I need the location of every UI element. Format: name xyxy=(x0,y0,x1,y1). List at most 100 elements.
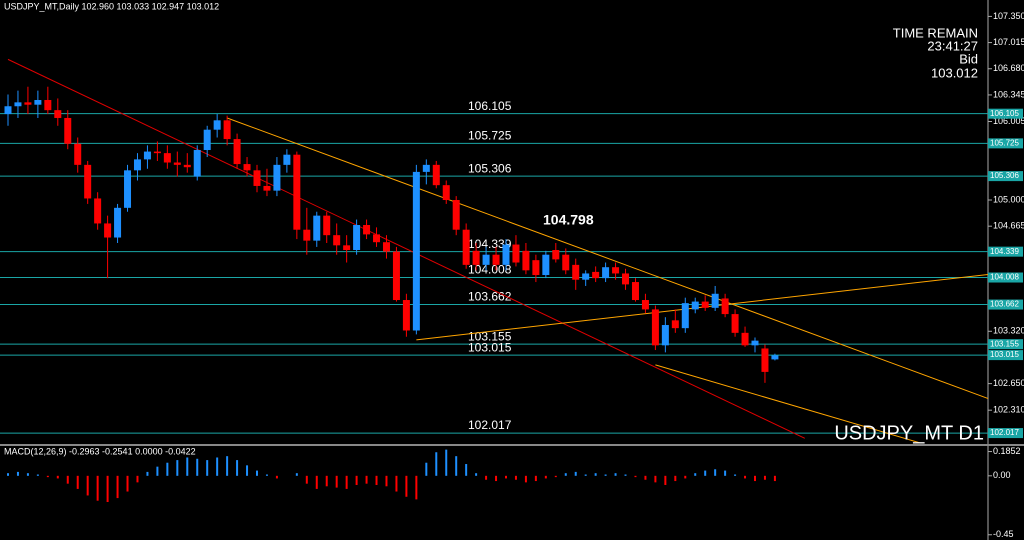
candle-body xyxy=(572,264,580,280)
candle-body xyxy=(542,254,550,276)
level-label: 104.339 xyxy=(468,237,512,251)
level-tag-label: 104.008 xyxy=(990,273,1019,282)
candle-body xyxy=(373,234,381,243)
main-plot: 106.105 105.725 105.306 104.339 104.008 103.6… xyxy=(0,58,988,443)
level-tag-label: 103.662 xyxy=(990,300,1019,309)
y-tick-label: 0.00 xyxy=(993,470,1011,480)
y-tick-label: 107.015 xyxy=(993,37,1024,47)
level-tag-label: 105.725 xyxy=(990,138,1019,147)
y-tick-label: -0.45 xyxy=(993,529,1014,539)
trendline xyxy=(7,58,806,439)
candle-body xyxy=(691,301,699,310)
candle-body xyxy=(512,244,520,263)
candle-body xyxy=(54,110,62,118)
candle-body xyxy=(612,267,620,274)
candle-body xyxy=(472,250,480,265)
candle-body xyxy=(392,251,400,301)
candle-body xyxy=(661,325,669,346)
y-tick-label: 103.320 xyxy=(993,326,1024,336)
candle-body xyxy=(64,117,72,144)
candle-body xyxy=(761,348,769,372)
candle-body xyxy=(263,185,271,191)
y-tick-label: 0.1852 xyxy=(993,446,1021,456)
level-tag xyxy=(988,350,1023,361)
y-tick-label: 106.345 xyxy=(993,89,1024,99)
candle-body xyxy=(283,154,291,165)
candle-body xyxy=(552,250,560,260)
candle-body xyxy=(303,229,311,241)
level-tag xyxy=(988,272,1023,283)
candle-body xyxy=(622,273,630,285)
candle-body xyxy=(243,164,251,171)
level-label: 106.105 xyxy=(468,99,512,113)
trendline xyxy=(655,364,923,443)
candle-body xyxy=(562,254,570,271)
candle-body xyxy=(44,100,52,111)
candle-body xyxy=(74,143,82,165)
candle-body xyxy=(741,332,749,346)
level-tag-label: 103.015 xyxy=(990,350,1019,359)
candle-body xyxy=(582,273,590,280)
level-tag xyxy=(988,246,1023,257)
candle-body xyxy=(353,225,361,251)
candle-body xyxy=(731,314,739,333)
candle-body xyxy=(253,170,261,186)
y-tick-label: 106.680 xyxy=(993,63,1024,73)
candle-body xyxy=(522,250,530,271)
y-tick-label: 107.350 xyxy=(993,11,1024,21)
level-label: 105.306 xyxy=(468,161,512,175)
candle-body xyxy=(94,198,102,224)
candle-body xyxy=(681,303,689,329)
macd-plot xyxy=(7,449,776,503)
candle-body xyxy=(133,159,141,171)
candle-body xyxy=(24,102,32,105)
candle-body xyxy=(323,215,331,236)
time-remain: 23:41:27 xyxy=(927,38,978,53)
candle-body xyxy=(751,340,759,346)
candle-body xyxy=(4,106,12,115)
chart-title: USDJPY_MT,Daily 102.960 103.033 102.947 … xyxy=(4,1,219,11)
candle-body xyxy=(432,164,440,186)
candle-body xyxy=(502,244,510,265)
candle-body xyxy=(104,223,112,238)
candle-body xyxy=(671,320,679,329)
y-tick-label: 102.310 xyxy=(993,405,1024,415)
y-tick-label: 104.665 xyxy=(993,221,1024,231)
y-tick-label: 105.000 xyxy=(993,194,1024,204)
level-tag xyxy=(988,108,1023,119)
axis: 107.350 107.015 106.680 106.345 106.005 105.0… xyxy=(988,11,1024,539)
candle-body xyxy=(363,225,371,235)
level-tag xyxy=(988,171,1023,182)
watermark: USDJPY_MT D1 xyxy=(834,422,984,444)
level-label: 105.725 xyxy=(468,129,512,143)
level-label: 103.662 xyxy=(468,290,512,304)
level-tag-label: 105.306 xyxy=(990,171,1019,180)
candle-body xyxy=(273,164,281,191)
candle-body xyxy=(721,298,729,315)
candle-body xyxy=(532,260,540,276)
candle-body xyxy=(452,200,460,230)
candle-body xyxy=(701,301,709,308)
candle-body xyxy=(422,164,430,172)
trendline xyxy=(416,273,988,341)
candle-body xyxy=(771,355,779,360)
y-tick-label: 102.650 xyxy=(993,378,1024,388)
candle-body xyxy=(482,254,490,265)
candle-body xyxy=(183,164,191,168)
level-label: 103.015 xyxy=(468,340,512,354)
bid-label: Bid xyxy=(959,51,978,66)
level-tag xyxy=(988,339,1023,350)
level-tag xyxy=(988,428,1023,439)
level-tag-label: 102.017 xyxy=(990,428,1019,437)
level-tag xyxy=(988,138,1023,149)
candle-body xyxy=(143,151,151,160)
candle-body xyxy=(412,171,420,331)
candle-body xyxy=(193,150,201,177)
candle-body xyxy=(84,164,92,199)
candle-body xyxy=(592,271,600,279)
level-tag xyxy=(988,299,1023,310)
candle-body xyxy=(124,170,132,208)
candle-body xyxy=(711,293,719,308)
